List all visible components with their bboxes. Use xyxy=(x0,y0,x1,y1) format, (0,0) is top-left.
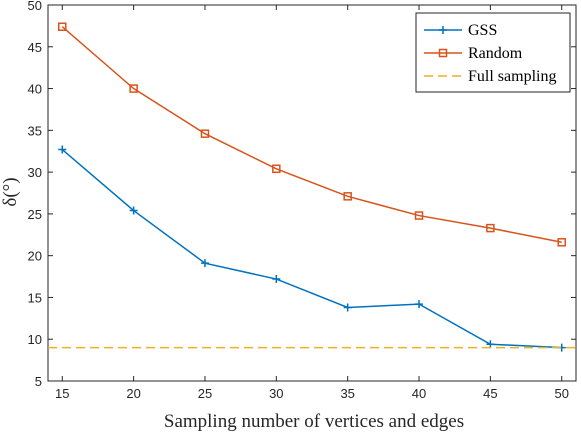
axis-ticks: 15 20 25 30 35 40 45 50 5 10 15 20 25 30 35 40 45 50 xyxy=(28,0,576,401)
y-tick-label: 10 xyxy=(28,332,42,347)
legend-label-random: Random xyxy=(468,45,523,62)
y-tick-label: 30 xyxy=(28,165,42,180)
x-tick-label: 35 xyxy=(340,386,354,401)
x-tick-label: 20 xyxy=(126,386,140,401)
x-tick-label: 25 xyxy=(198,386,212,401)
data-point-random xyxy=(486,223,495,233)
plot-area xyxy=(48,22,576,352)
data-point-gss xyxy=(343,303,352,312)
y-tick-label: 25 xyxy=(28,207,42,222)
y-tick-label: 35 xyxy=(28,123,42,138)
legend-marker-gss xyxy=(439,26,447,34)
data-point-random xyxy=(557,238,566,247)
x-tick-label: 15 xyxy=(55,386,69,401)
x-tick-label: 40 xyxy=(412,386,426,401)
data-point-gss xyxy=(200,259,209,268)
legend-marker-random xyxy=(438,48,448,58)
x-tick-label: 30 xyxy=(269,386,283,401)
data-point-gss xyxy=(272,275,281,284)
y-tick-label: 45 xyxy=(28,40,42,55)
y-tick-label: 5 xyxy=(35,374,42,389)
y-axis-label: δ(°) xyxy=(0,177,21,206)
data-point-random xyxy=(414,211,424,220)
y-tick-label: 50 xyxy=(28,0,42,13)
x-axis-label: Sampling number of vertices and edges xyxy=(164,411,464,432)
y-tick-label: 15 xyxy=(28,290,42,305)
data-point-gss xyxy=(415,300,424,309)
legend: GSS Random Full sampling xyxy=(415,12,571,93)
data-point-random xyxy=(58,22,67,31)
data-point-gss xyxy=(58,145,67,154)
y-tick-label: 20 xyxy=(28,249,42,264)
data-point-random xyxy=(343,192,352,201)
data-point-random xyxy=(272,164,281,174)
y-tick-label: 40 xyxy=(28,82,42,97)
legend-label-gss: GSS xyxy=(468,22,497,39)
series-line-gss xyxy=(61,148,562,349)
data-point-gss xyxy=(129,206,138,215)
x-tick-label: 50 xyxy=(554,386,568,401)
series-line-random xyxy=(61,26,562,244)
legend-label-full-sampling: Full sampling xyxy=(468,68,556,85)
x-tick-label: 45 xyxy=(483,386,497,401)
data-point-random xyxy=(200,129,210,138)
data-point-random xyxy=(129,84,138,93)
